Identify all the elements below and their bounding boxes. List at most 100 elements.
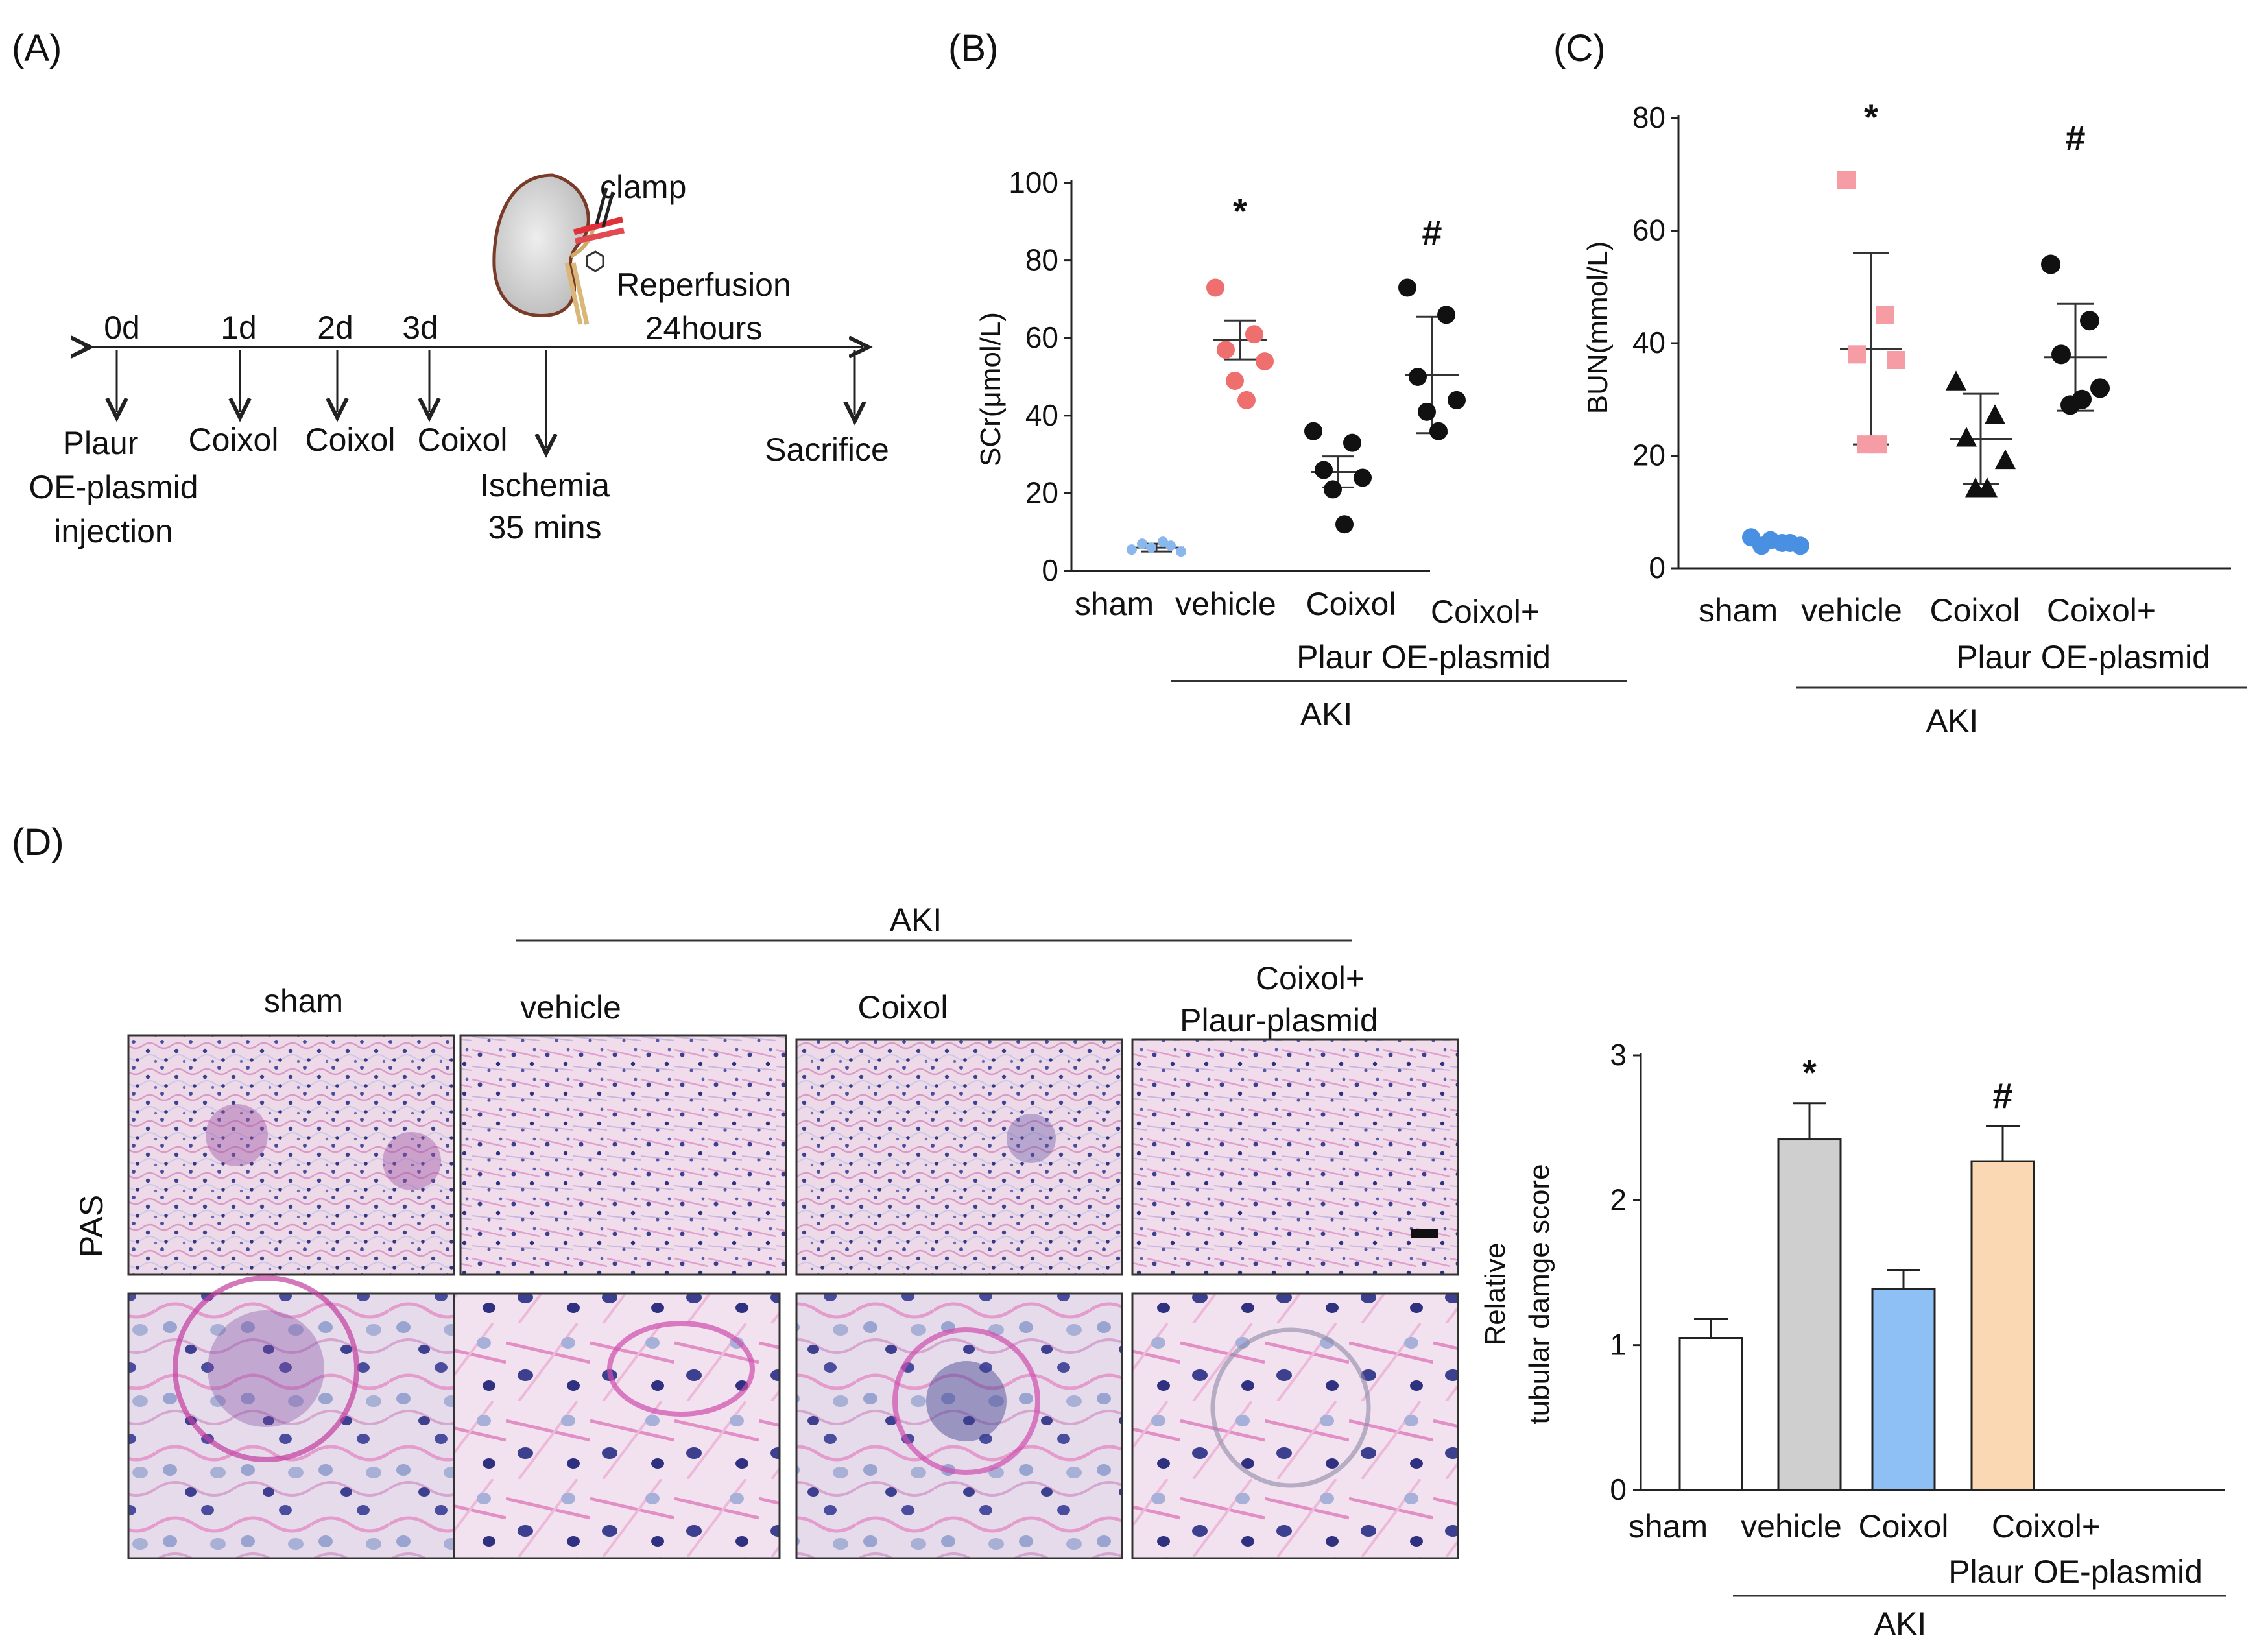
pas-stain-label: PAS xyxy=(73,1195,110,1257)
bar-y-tick-label: 2 xyxy=(1610,1183,1627,1216)
scr-data-point xyxy=(1429,422,1448,440)
sacrifice-label: Sacrifice xyxy=(765,431,889,468)
bun-data-point xyxy=(1773,533,1791,552)
bar-aki-bracket-label: AKI xyxy=(1874,1606,1927,1642)
scr-y-tick-label: 40 xyxy=(1025,398,1058,432)
scr-data-point xyxy=(1448,391,1466,409)
coixol-day3-label: Coixol xyxy=(418,422,508,458)
scr-data-point xyxy=(1304,422,1322,440)
histology-vehicle-low xyxy=(459,1034,787,1276)
bun-y-tick-label: 80 xyxy=(1632,101,1665,134)
scr-y-tick-label: 100 xyxy=(1009,165,1058,199)
bun-data-point xyxy=(2072,389,2092,409)
scr-data-point xyxy=(1165,540,1176,551)
plaur-label: Plaur xyxy=(63,425,139,461)
day-label-1: 1d xyxy=(221,309,257,346)
histology-coixol-high xyxy=(795,1292,1123,1559)
bun-data-point xyxy=(1946,370,1966,391)
bar-y-tick-label: 1 xyxy=(1610,1328,1627,1362)
scr-y-axis-label: SCr(μmol/L) xyxy=(975,312,1007,466)
scr-data-point xyxy=(1158,536,1168,548)
bun-significance-mark: # xyxy=(2065,117,2085,158)
scr-data-point xyxy=(1437,306,1455,324)
histology-coixol-plaur-high xyxy=(1131,1292,1459,1559)
scr-data-point xyxy=(1409,368,1427,386)
scr-data-point xyxy=(1237,391,1256,409)
bun-xlabel-coixol-plus: Coixol+ xyxy=(2047,592,2156,629)
scr-data-point xyxy=(1176,546,1186,557)
bun-data-point xyxy=(1977,477,1998,498)
bun-data-point xyxy=(1956,427,1977,447)
panel-label-d: (D) xyxy=(12,821,64,863)
bar-xlabel-plaur: Plaur OE-plasmid xyxy=(1948,1554,2202,1590)
bun-xlabel-vehicle: vehicle xyxy=(1801,592,1902,629)
scr-data-point xyxy=(1256,352,1274,371)
bun-xlabel-sham: sham xyxy=(1699,592,1778,629)
reperfusion-label: Reperfusion xyxy=(616,267,791,303)
bar-xlabel-sham: sham xyxy=(1629,1508,1708,1545)
reperfusion-label: 24hours xyxy=(645,310,763,346)
scr-data-point xyxy=(1137,538,1147,549)
histology-aki-label: AKI xyxy=(890,902,942,938)
bar-xlabel-coixol: Coixol xyxy=(1859,1508,1949,1545)
scr-data-point xyxy=(1324,480,1342,499)
scr-data-point xyxy=(1315,461,1333,479)
bun-data-point xyxy=(1868,435,1887,454)
bar xyxy=(1871,1288,1936,1491)
bun-data-point xyxy=(2051,344,2071,365)
day-label-0: 0d xyxy=(104,309,140,346)
scr-data-point xyxy=(1206,278,1224,297)
histology-coixol-plaur-low xyxy=(1131,1038,1459,1276)
bun-significance-mark: * xyxy=(1864,97,1878,138)
scr-xlabel-coixol-plus: Coixol+ xyxy=(1431,594,1540,630)
bar xyxy=(1678,1337,1743,1491)
clamp-label: clamp xyxy=(600,169,686,205)
scr-aki-bracket-label: AKI xyxy=(1300,696,1353,732)
bun-data-point xyxy=(1985,404,2005,424)
bun-data-point xyxy=(1887,351,1905,370)
bun-data-point xyxy=(1995,449,2016,470)
scr-data-point xyxy=(1354,468,1372,487)
coixol-day1-label: Coixol xyxy=(189,422,279,458)
scr-significance-mark: # xyxy=(1422,212,1442,253)
bun-data-point xyxy=(1876,306,1894,324)
scr-data-point xyxy=(1245,325,1263,344)
scr-y-tick-label: 20 xyxy=(1025,475,1058,509)
scr-data-point xyxy=(1398,278,1416,297)
histology-col-plaur-plasmid: Plaur-plasmid xyxy=(1180,1002,1378,1039)
bun-data-point xyxy=(1848,345,1866,364)
scr-data-point xyxy=(1226,371,1244,390)
scr-y-tick-label: 80 xyxy=(1025,243,1058,277)
bar xyxy=(1777,1138,1842,1491)
scr-chart: 0 20 40 60 80 100 * # xyxy=(1009,165,1466,587)
scr-data-point xyxy=(1335,515,1354,534)
scr-xlabel-plaur: Plaur OE-plasmid xyxy=(1296,639,1551,675)
bun-chart: 0 20 40 60 80 * # xyxy=(1632,97,2231,584)
histology-col-sham: sham xyxy=(264,983,343,1019)
timeline-diagram: 0d 1d 2d 3d Plaur OE-plasmid injection C… xyxy=(29,169,889,549)
tubular-damage-chart: 0 1 2 3 * # xyxy=(1610,1038,2225,1506)
histology-grid xyxy=(127,1034,1459,1559)
panel-label-b: (B) xyxy=(948,27,998,69)
scr-data-point xyxy=(1418,402,1436,421)
plaur-label: OE-plasmid xyxy=(29,469,198,505)
tubular-damage-y-axis-label: tubular damge score xyxy=(1523,1164,1555,1424)
plaur-label: injection xyxy=(54,513,173,549)
bar-y-tick-label: 3 xyxy=(1610,1038,1627,1072)
bar-y-tick-label: 0 xyxy=(1610,1473,1627,1506)
day-label-2: 2d xyxy=(317,309,353,346)
histology-col-coixol: Coixol xyxy=(858,989,948,1026)
bar-significance-mark: # xyxy=(1992,1075,2012,1116)
histology-col-vehicle: vehicle xyxy=(520,989,621,1026)
ischemia-label: Ischemia xyxy=(480,467,610,503)
bar-significance-mark: * xyxy=(1802,1052,1817,1093)
tubular-damage-y-axis-label: Relative xyxy=(1479,1243,1511,1346)
bar-xlabel-vehicle: vehicle xyxy=(1741,1508,1842,1545)
bun-xlabel-plaur: Plaur OE-plasmid xyxy=(1956,639,2210,675)
bar-xlabel-coixol-plus: Coixol+ xyxy=(1992,1508,2101,1545)
bun-data-point xyxy=(2041,254,2060,274)
bun-y-tick-label: 0 xyxy=(1649,551,1665,584)
scale-bar xyxy=(1411,1229,1438,1238)
scr-y-tick-label: 60 xyxy=(1025,320,1058,354)
panel-label-a: (A) xyxy=(12,27,62,69)
